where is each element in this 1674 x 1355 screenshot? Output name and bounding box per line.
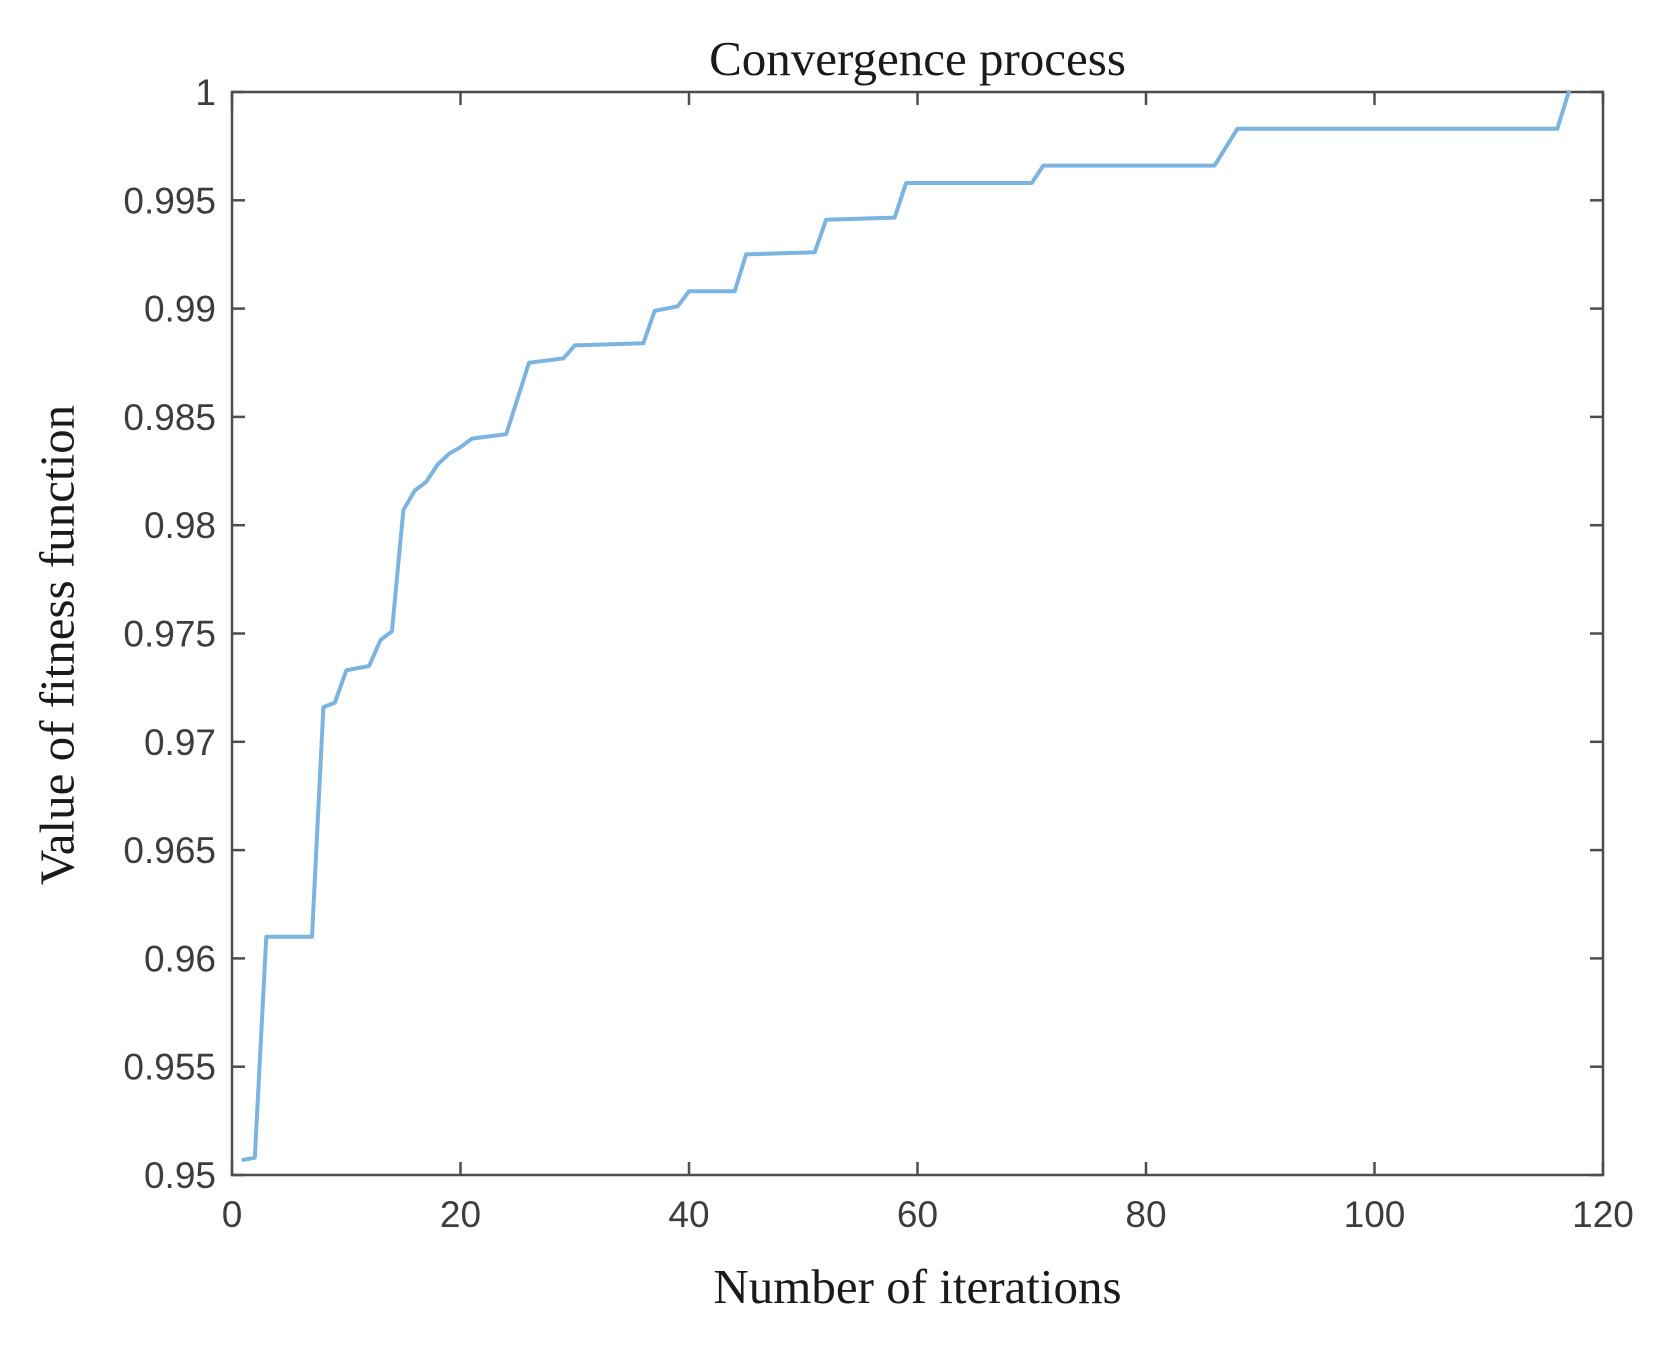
y-tick-label: 0.975 <box>123 614 216 655</box>
y-tick-label: 0.965 <box>123 830 216 871</box>
y-tick-label: 1 <box>195 72 216 113</box>
x-tick-label: 40 <box>668 1194 709 1235</box>
y-tick-label: 0.955 <box>123 1047 216 1088</box>
x-tick-label: 0 <box>222 1194 243 1235</box>
series-line <box>241 90 1571 1162</box>
y-tick-label: 0.99 <box>144 289 216 330</box>
axes-box <box>230 90 1605 1177</box>
x-tick-label: 100 <box>1344 1194 1406 1235</box>
chart-title: Convergence process <box>709 31 1126 86</box>
y-tick-label: 0.96 <box>144 938 216 979</box>
y-tick-label: 0.98 <box>144 505 216 546</box>
y-tick-label: 0.97 <box>144 722 216 763</box>
y-tick-label: 0.985 <box>123 397 216 438</box>
x-axis-label: Number of iterations <box>713 1259 1122 1314</box>
x-tick-label: 20 <box>440 1194 481 1235</box>
x-tick-label: 120 <box>1572 1194 1634 1235</box>
y-tick-label: 0.995 <box>123 180 216 221</box>
y-tick-label: 0.95 <box>144 1155 216 1196</box>
x-tick-label: 60 <box>897 1194 938 1235</box>
x-tick-label: 80 <box>1125 1194 1166 1235</box>
